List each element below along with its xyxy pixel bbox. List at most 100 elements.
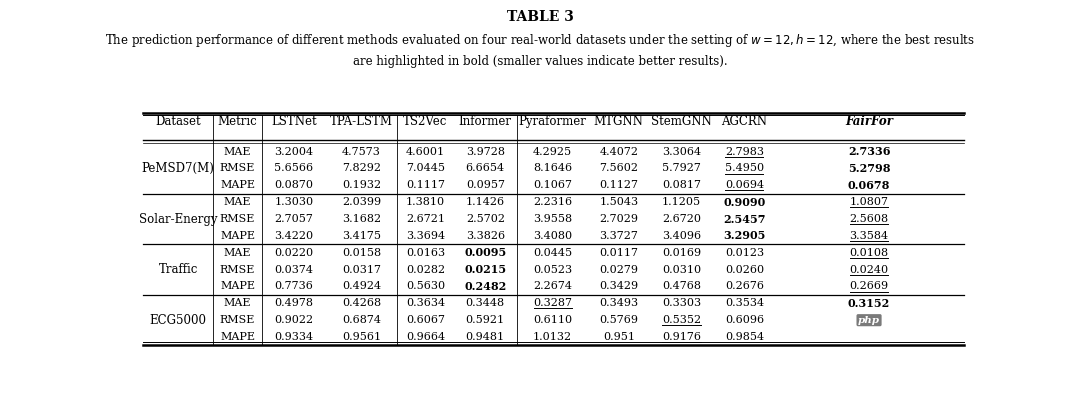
Text: 0.3634: 0.3634	[406, 298, 445, 308]
Text: 0.1932: 0.1932	[342, 181, 381, 190]
Text: MAPE: MAPE	[220, 231, 255, 241]
Text: FairFor: FairFor	[845, 115, 893, 128]
Text: 3.1682: 3.1682	[342, 214, 381, 224]
Text: TS2Vec: TS2Vec	[403, 115, 447, 128]
Text: RMSE: RMSE	[220, 315, 255, 325]
Text: 0.3448: 0.3448	[465, 298, 504, 308]
Text: RMSE: RMSE	[220, 164, 255, 173]
Text: 1.3030: 1.3030	[274, 197, 313, 207]
Text: 2.7336: 2.7336	[848, 146, 890, 157]
Text: 0.4268: 0.4268	[342, 298, 381, 308]
Text: MAE: MAE	[224, 147, 252, 157]
Text: 0.0282: 0.0282	[406, 265, 445, 275]
Text: 7.8292: 7.8292	[342, 164, 381, 173]
Text: 3.3584: 3.3584	[850, 231, 889, 241]
Text: 0.0817: 0.0817	[662, 181, 701, 190]
Text: 2.7983: 2.7983	[725, 147, 764, 157]
Text: 0.4768: 0.4768	[662, 282, 701, 292]
Text: 1.3810: 1.3810	[406, 197, 445, 207]
Text: MAE: MAE	[224, 298, 252, 308]
Text: 5.7927: 5.7927	[662, 164, 701, 173]
Text: 0.0123: 0.0123	[725, 248, 764, 258]
Text: The prediction performance of different methods evaluated on four real-world dat: The prediction performance of different …	[105, 32, 975, 49]
Text: 0.3429: 0.3429	[599, 282, 638, 292]
Text: MTGNN: MTGNN	[594, 115, 644, 128]
Text: Traffic: Traffic	[159, 263, 198, 276]
Text: 3.3826: 3.3826	[465, 231, 504, 241]
Text: 0.6874: 0.6874	[342, 315, 381, 325]
Text: 0.0108: 0.0108	[850, 248, 889, 258]
Text: 0.0694: 0.0694	[725, 181, 764, 190]
Text: 0.3493: 0.3493	[599, 298, 638, 308]
Text: 0.0117: 0.0117	[599, 248, 638, 258]
Text: MAPE: MAPE	[220, 332, 255, 342]
Text: 0.0215: 0.0215	[464, 264, 507, 275]
Text: 0.2669: 0.2669	[850, 282, 889, 292]
Text: 0.9334: 0.9334	[274, 332, 313, 342]
Text: 3.2004: 3.2004	[274, 147, 313, 157]
Text: 2.5702: 2.5702	[465, 214, 504, 224]
Text: 0.2482: 0.2482	[464, 281, 507, 292]
Text: ECG5000: ECG5000	[150, 314, 206, 327]
Text: 0.9090: 0.9090	[724, 197, 766, 208]
Text: 1.1205: 1.1205	[662, 197, 701, 207]
Text: 0.3287: 0.3287	[534, 298, 572, 308]
Text: 0.3152: 0.3152	[848, 298, 890, 309]
Text: 0.0445: 0.0445	[534, 248, 572, 258]
Text: 3.4080: 3.4080	[534, 231, 572, 241]
Text: RMSE: RMSE	[220, 265, 255, 275]
Text: 0.6096: 0.6096	[725, 315, 764, 325]
Text: 0.0240: 0.0240	[850, 265, 889, 275]
Text: 0.6110: 0.6110	[534, 315, 572, 325]
Text: 0.3534: 0.3534	[725, 298, 764, 308]
Text: MAE: MAE	[224, 197, 252, 207]
Text: 3.4175: 3.4175	[342, 231, 381, 241]
Text: 0.0220: 0.0220	[274, 248, 313, 258]
Text: 2.5608: 2.5608	[850, 214, 889, 224]
Text: 1.0132: 1.0132	[534, 332, 572, 342]
Text: 4.4072: 4.4072	[599, 147, 638, 157]
Text: RMSE: RMSE	[220, 214, 255, 224]
Text: 0.9481: 0.9481	[465, 332, 504, 342]
Text: 3.4096: 3.4096	[662, 231, 701, 241]
Text: Pyraformer: Pyraformer	[518, 115, 586, 128]
Text: 0.5769: 0.5769	[599, 315, 638, 325]
Text: Informer: Informer	[459, 115, 512, 128]
Text: 0.0260: 0.0260	[725, 265, 764, 275]
Text: MAPE: MAPE	[220, 181, 255, 190]
Text: MAE: MAE	[224, 248, 252, 258]
Text: 2.2674: 2.2674	[534, 282, 572, 292]
Text: 0.0310: 0.0310	[662, 265, 701, 275]
Text: 0.5630: 0.5630	[406, 282, 445, 292]
Text: 0.1117: 0.1117	[406, 181, 445, 190]
Text: Solar-Energy: Solar-Energy	[139, 213, 217, 226]
Text: 5.4950: 5.4950	[725, 164, 764, 173]
Text: 0.1127: 0.1127	[599, 181, 638, 190]
Text: 0.9854: 0.9854	[725, 332, 764, 342]
Text: TABLE 3: TABLE 3	[507, 10, 573, 24]
Text: 0.4924: 0.4924	[342, 282, 381, 292]
Text: 0.5352: 0.5352	[662, 315, 701, 325]
Text: 0.0317: 0.0317	[342, 265, 381, 275]
Text: 4.2925: 4.2925	[534, 147, 572, 157]
Text: 3.3694: 3.3694	[406, 231, 445, 241]
Text: 0.9561: 0.9561	[342, 332, 381, 342]
Text: 3.3064: 3.3064	[662, 147, 701, 157]
Text: 2.2316: 2.2316	[534, 197, 572, 207]
Text: PeMSD7(M): PeMSD7(M)	[141, 162, 215, 175]
Text: 3.2905: 3.2905	[724, 230, 766, 241]
Text: TPA-LSTM: TPA-LSTM	[329, 115, 393, 128]
Text: 2.0399: 2.0399	[342, 197, 381, 207]
Text: 2.7057: 2.7057	[274, 214, 313, 224]
Text: 0.0095: 0.0095	[464, 247, 507, 258]
Text: 4.6001: 4.6001	[406, 147, 445, 157]
Text: 0.9022: 0.9022	[274, 315, 313, 325]
Text: 0.0374: 0.0374	[274, 265, 313, 275]
Text: 3.9558: 3.9558	[534, 214, 572, 224]
Text: 0.0870: 0.0870	[274, 181, 313, 190]
Text: 6.6654: 6.6654	[465, 164, 504, 173]
Text: 0.4978: 0.4978	[274, 298, 313, 308]
Text: 0.0169: 0.0169	[662, 248, 701, 258]
Text: 0.2676: 0.2676	[725, 282, 764, 292]
Text: php: php	[858, 316, 880, 325]
